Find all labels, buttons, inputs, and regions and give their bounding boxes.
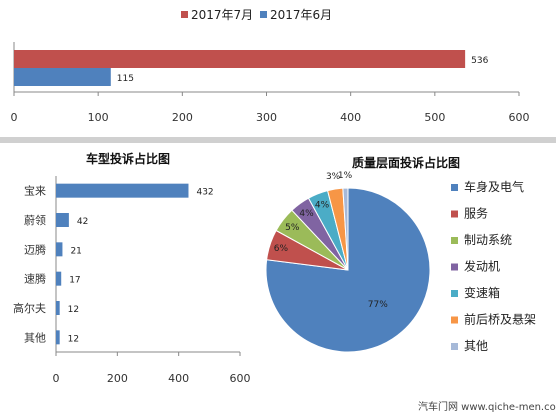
pie-legend-swatch — [451, 184, 458, 191]
pie-slice-label: 5% — [285, 223, 300, 233]
model-tick-label: 400 — [168, 372, 189, 385]
model-bar-value: 432 — [196, 188, 213, 198]
top-legend-swatch — [260, 11, 267, 18]
pie-legend-swatch — [451, 343, 458, 350]
model-x-ticks: 0 200 400 600 — [53, 352, 251, 385]
pie-slice-label: 4% — [299, 209, 314, 219]
pie-legend-swatch — [451, 210, 458, 218]
pie-legend-swatch — [451, 316, 458, 324]
model-bars: 432 42 21 17 12 12 — [56, 183, 214, 345]
top-tick-label: 0 — [11, 111, 18, 124]
model-bar — [56, 330, 60, 345]
model-chart-title: 车型投诉占比图 — [86, 151, 170, 166]
pie-legend-label: 服务 — [464, 206, 488, 221]
pie-slices — [265, 187, 431, 353]
top-tick-label: 100 — [88, 111, 109, 124]
model-category-label: 速腾 — [24, 272, 46, 286]
model-bar-value: 17 — [69, 276, 80, 286]
model-bar — [56, 213, 69, 227]
model-category-label: 蔚领 — [24, 214, 46, 227]
top-tick-label: 200 — [172, 111, 193, 124]
watermark-text: 汽车门网 www.qiche-men.com — [418, 400, 556, 413]
top-bar-value: 536 — [471, 56, 488, 66]
pie-legend-label: 前后桥及悬架 — [464, 312, 536, 327]
quality-complaints-pie: 质量层面投诉占比图 77% 6% 5% 4%4% 3%1% 车身及电气服务制动系统发动机… — [265, 155, 536, 353]
model-bar — [56, 242, 63, 257]
top-tick-label: 400 — [340, 111, 361, 124]
top-tick-label: 500 — [424, 111, 445, 124]
pie-slice — [342, 187, 349, 271]
model-tick-label: 0 — [53, 372, 60, 385]
pie-labels: 77% 6% 5% 4%4% 3%1% — [274, 171, 388, 310]
pie-slice-label: 1% — [338, 171, 353, 181]
pie-legend-label: 发动机 — [464, 259, 500, 274]
model-tick-label: 200 — [107, 372, 128, 385]
top-bar-value: 115 — [117, 74, 134, 84]
model-category-label: 迈腾 — [24, 242, 46, 256]
model-bar — [56, 271, 62, 286]
top-legend: 2017年7月 2017年6月 — [181, 8, 332, 22]
model-category-label: 其他 — [24, 331, 46, 344]
pie-chart-title: 质量层面投诉占比图 — [352, 155, 460, 170]
pie-slice-label: 77% — [368, 300, 388, 310]
model-bar-value: 21 — [70, 246, 81, 256]
pie-slice-label: 6% — [274, 244, 289, 254]
monthly-complaints-chart: 2017年7月 2017年6月 536 115 0 100 200 300 400 500 60… — [11, 8, 530, 124]
pie-legend-label: 制动系统 — [464, 233, 512, 247]
model-bar — [56, 183, 189, 198]
model-bar-value: 12 — [68, 305, 79, 315]
top-legend-label: 2017年6月 — [270, 8, 332, 22]
pie-slice-label: 4% — [315, 200, 330, 210]
model-category-label: 宝来 — [24, 184, 46, 198]
top-bars: 536 115 — [14, 50, 489, 86]
pie-legend-swatch — [451, 290, 458, 297]
model-category-label: 高尔夫 — [13, 301, 46, 315]
top-legend-swatch — [181, 11, 188, 18]
top-tick-label: 300 — [256, 111, 277, 124]
top-bar — [14, 50, 466, 68]
pie-slice-label: 3% — [326, 172, 341, 182]
top-bar — [14, 68, 111, 86]
pie-legend-swatch — [451, 237, 458, 244]
model-bar — [56, 301, 60, 315]
top-tick-label: 600 — [509, 111, 530, 124]
pie-legend-swatch — [451, 263, 458, 271]
model-bar-value: 42 — [77, 217, 88, 227]
model-bar-value: 12 — [68, 334, 79, 344]
top-x-ticks: 0 100 200 300 400 500 600 — [11, 92, 530, 124]
pie-legend-label: 车身及电气 — [464, 179, 524, 194]
pie-legend-label: 其他 — [464, 339, 488, 353]
top-legend-label: 2017年7月 — [191, 8, 253, 22]
pie-legend-label: 变速箱 — [464, 285, 500, 300]
model-tick-label: 600 — [230, 372, 251, 385]
